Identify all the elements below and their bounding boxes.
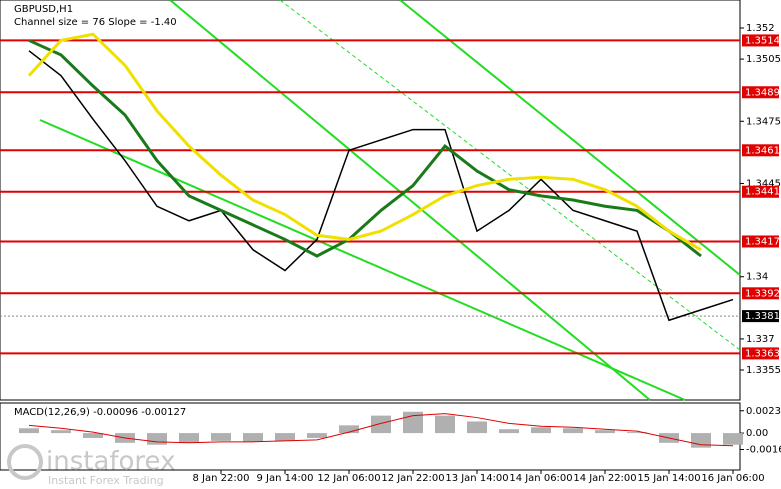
level-box bbox=[742, 287, 779, 300]
channel-line bbox=[399, 0, 741, 276]
x-tick-label: 16 Jan 06:00 bbox=[701, 473, 764, 484]
level-box bbox=[742, 235, 779, 248]
y-tick-label: 1.3475 bbox=[746, 116, 781, 127]
macd-bar bbox=[627, 432, 647, 434]
x-tick-label: 9 Jan 14:00 bbox=[257, 473, 314, 484]
level-label: 1.3363 bbox=[745, 348, 780, 359]
x-tick-label: 14 Jan 06:00 bbox=[509, 473, 572, 484]
y-tick-label: 1.34 bbox=[746, 272, 768, 283]
y-tick-label: 1.3355 bbox=[746, 365, 781, 376]
channel-mid bbox=[279, 0, 741, 351]
last-price-label: 1.3381 bbox=[745, 311, 780, 322]
y-tick-label: 1.337 bbox=[746, 334, 775, 345]
channel-line bbox=[169, 0, 651, 401]
series-line bbox=[28, 39, 702, 258]
macd-bar bbox=[51, 430, 71, 434]
chart-title: GBPUSD,H1 bbox=[14, 4, 73, 15]
x-tick-label: 12 Jan 06:00 bbox=[317, 473, 380, 484]
macd-bar bbox=[147, 433, 167, 445]
macd-bar bbox=[19, 428, 39, 434]
macd-title: MACD(12,26,9) -0.00096 -0.00127 bbox=[14, 407, 186, 418]
x-tick-label: 15 Jan 14:00 bbox=[637, 473, 700, 484]
y-tick-label: 1.352 bbox=[746, 23, 775, 34]
macd-bar bbox=[211, 433, 231, 441]
macd-bar bbox=[467, 421, 487, 434]
macd-bar bbox=[371, 415, 391, 434]
macd-bar bbox=[339, 425, 359, 434]
macd-bar bbox=[275, 433, 295, 441]
macd-bar bbox=[243, 433, 263, 442]
level-box bbox=[742, 144, 779, 157]
x-tick-label: 13 Jan 14:00 bbox=[445, 473, 508, 484]
main-panel bbox=[0, 0, 741, 401]
y-tick-label: 0.0023 bbox=[746, 406, 781, 417]
series-line bbox=[27, 32, 702, 252]
macd-bar bbox=[435, 415, 455, 434]
y-tick-label: -0.00169 bbox=[746, 445, 781, 456]
x-tick-label: 12 Jan 22:00 bbox=[381, 473, 444, 484]
level-box bbox=[742, 34, 779, 47]
macd-bar bbox=[179, 433, 199, 443]
macd-bar bbox=[83, 433, 103, 438]
logo: instaforex Instant Forex Trading bbox=[7, 444, 175, 487]
chart-subtitle: Channel size = 76 Slope = -1.40 bbox=[14, 17, 177, 28]
level-label: 1.3417 bbox=[745, 236, 780, 247]
signal-line bbox=[28, 413, 734, 447]
macd-bar bbox=[723, 433, 743, 445]
level-label: 1.3392 bbox=[745, 288, 780, 299]
level-box bbox=[742, 86, 779, 99]
macd-bar bbox=[307, 433, 327, 438]
brand: instaforex bbox=[46, 447, 175, 477]
y-tick-label: 1.3445 bbox=[746, 178, 781, 189]
level-label: 1.3461 bbox=[745, 145, 780, 156]
series-line bbox=[28, 50, 734, 322]
x-tick-label: 8 Jan 22:00 bbox=[193, 473, 250, 484]
logo-icon bbox=[7, 444, 43, 480]
last-price-box bbox=[742, 310, 779, 323]
level-label: 1.3514 bbox=[745, 35, 780, 46]
level-label: 1.3489 bbox=[745, 87, 780, 98]
macd-bar bbox=[595, 430, 615, 434]
macd-bar bbox=[563, 428, 583, 434]
macd-bar bbox=[531, 427, 551, 434]
tagline: Instant Forex Trading bbox=[48, 474, 164, 487]
y-tick-label: 0.00 bbox=[746, 428, 768, 439]
macd-bar bbox=[691, 433, 711, 448]
y-tick-label: 1.3505 bbox=[746, 54, 781, 65]
x-tick-label: 14 Jan 22:00 bbox=[573, 473, 636, 484]
macd-bar bbox=[499, 429, 519, 434]
level-box bbox=[742, 185, 779, 198]
level-box bbox=[742, 347, 779, 360]
level-label: 1.3441 bbox=[745, 187, 780, 198]
